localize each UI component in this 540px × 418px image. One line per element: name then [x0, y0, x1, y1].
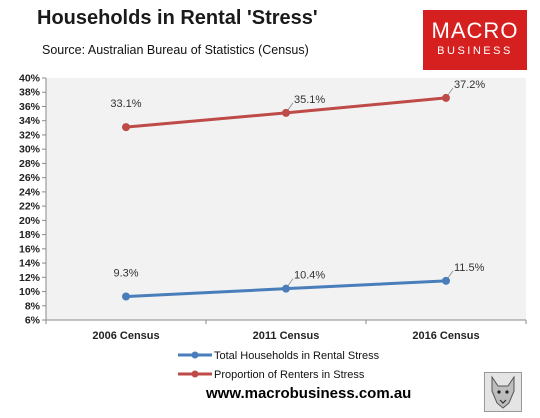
label-leader-line	[447, 87, 454, 96]
x-tick-label: 2006 Census	[92, 330, 159, 342]
x-tick-label: 2011 Census	[253, 330, 320, 342]
data-point	[122, 292, 130, 301]
y-tick-label: 38%	[19, 87, 41, 99]
y-tick-label: 34%	[19, 115, 41, 127]
y-tick-label: 16%	[19, 243, 41, 255]
legend-label: Proportion of Renters in Stress	[214, 369, 365, 381]
x-axis: 2006 Census 2011 Census 2016 Census	[45, 319, 527, 342]
label-leader-line	[287, 278, 294, 286]
y-tick-label: 28%	[19, 158, 41, 170]
y-tick-label: 40%	[19, 73, 41, 85]
data-point	[282, 108, 290, 117]
label-leader-line	[287, 102, 294, 111]
y-tick-label: 20%	[19, 215, 41, 227]
y-tick-label: 22%	[19, 201, 41, 213]
logo-line-1: MACRO	[431, 18, 519, 43]
y-tick-label: 24%	[19, 186, 41, 198]
chart-source: Source: Australian Bureau of Statistics …	[42, 43, 309, 57]
y-tick-label: 26%	[19, 172, 41, 184]
y-tick-label: 12%	[19, 272, 41, 284]
y-tick-label: 30%	[19, 144, 41, 156]
data-label: 33.1%	[110, 98, 141, 110]
data-point	[442, 93, 450, 102]
y-tick-label: 6%	[25, 315, 41, 327]
y-tick-label: 36%	[19, 101, 41, 113]
x-tick-label: 2016 Census	[412, 330, 479, 342]
data-point	[282, 284, 290, 293]
y-tick-label: 32%	[19, 129, 41, 141]
logo-line-2: BUSINESS	[437, 45, 513, 57]
data-label: 10.4%	[294, 270, 325, 282]
y-tick-label: 14%	[19, 258, 41, 270]
chart-title: Households in Rental 'Stress'	[37, 7, 318, 29]
data-point	[442, 276, 450, 285]
label-leader-line	[447, 270, 454, 279]
data-label: 9.3%	[113, 268, 138, 280]
y-tick-label: 8%	[25, 300, 41, 312]
website-url[interactable]: www.macrobusiness.com.au	[206, 385, 412, 402]
data-point	[122, 123, 130, 132]
data-label: 37.2%	[454, 79, 485, 91]
legend-marker	[191, 351, 199, 359]
macrobusiness-logo[interactable]: MACRO BUSINESS	[423, 10, 527, 70]
wolf-icon	[484, 372, 522, 412]
y-tick-label: 18%	[19, 229, 41, 241]
y-axis: 40% 38% 36% 34% 32% 30% 28% 26% 24% 22% 20% 18% 16% 1…	[19, 73, 47, 327]
data-label: 11.5%	[454, 262, 485, 274]
legend-label: Total Households in Rental Stress	[214, 350, 380, 362]
data-label: 35.1%	[294, 94, 325, 106]
y-tick-label: 10%	[19, 286, 41, 298]
series-layer: 9.3% 10.4% 11.5% 33.1% 35.1% 37.2%	[110, 79, 485, 301]
legend-marker	[191, 370, 199, 378]
legend: Total Households in Rental Stress Proport…	[178, 350, 380, 381]
